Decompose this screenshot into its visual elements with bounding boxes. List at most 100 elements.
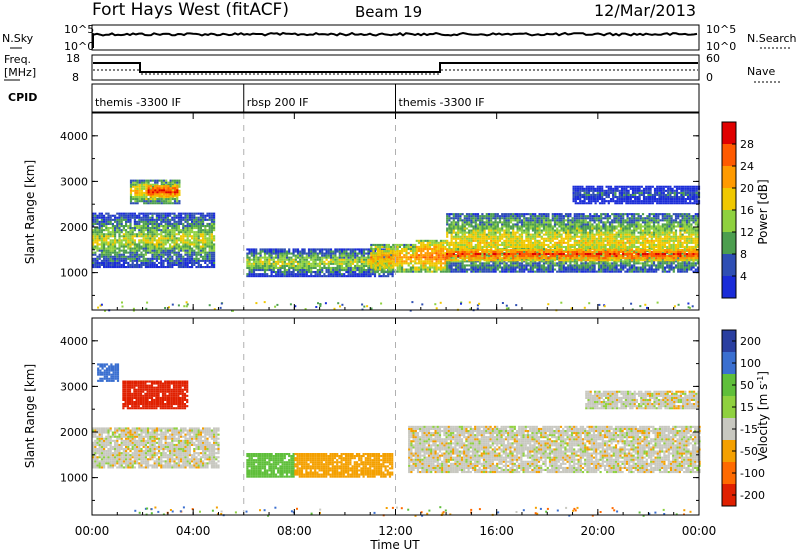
data-cell: [392, 258, 395, 261]
data-cell: [505, 268, 508, 271]
data-cell: [454, 264, 458, 267]
data-cell: [426, 256, 429, 259]
data-cell: [556, 264, 559, 267]
data-cell: [569, 237, 572, 240]
data-cell: [571, 221, 574, 224]
data-cell: [558, 260, 561, 263]
data-cell: [171, 218, 174, 221]
data-cell: [138, 247, 141, 250]
data-cell: [582, 223, 585, 226]
data-cell: [387, 245, 390, 248]
data-cell: [155, 231, 158, 234]
data-cell: [186, 239, 189, 242]
data-cell: [536, 241, 539, 244]
data-cell: [487, 235, 491, 238]
data-cell: [490, 268, 493, 271]
data-cell: [392, 266, 395, 269]
data-cell: [263, 250, 267, 253]
data-cell: [505, 219, 508, 222]
data-cell: [509, 262, 513, 265]
data-cell: [398, 252, 401, 255]
data-cell: [145, 181, 148, 184]
data-cell: [463, 239, 466, 242]
data-cell: [321, 275, 324, 278]
data-cell: [175, 222, 178, 225]
data-cell: [571, 225, 574, 228]
data-cell: [551, 250, 554, 253]
data-cell: [529, 215, 532, 218]
data-cell: [575, 217, 579, 220]
data-cell: [116, 263, 119, 266]
data-cell: [567, 213, 570, 216]
data-cell: [593, 221, 596, 224]
data-cell: [252, 262, 256, 265]
data-cell: [347, 266, 350, 269]
data-cell: [362, 264, 366, 267]
data-cell: [420, 260, 423, 263]
data-cell: [206, 237, 209, 240]
data-cell: [252, 258, 256, 261]
data-cell: [109, 214, 112, 217]
data-cell: [208, 214, 211, 217]
data-cell: [542, 223, 546, 226]
data-cell: [290, 273, 293, 276]
data-cell: [602, 223, 605, 226]
data-cell: [250, 248, 253, 251]
data-cell: [193, 245, 196, 248]
data-cell: [492, 233, 495, 236]
data-cell: [578, 213, 581, 216]
data-cell: [604, 217, 607, 220]
data-cell: [151, 214, 154, 217]
data-cell: [613, 239, 616, 242]
data-cell: [332, 262, 335, 265]
data-cell: [144, 220, 147, 223]
data-cell: [288, 260, 291, 263]
data-cell: [498, 233, 502, 236]
data-cell: [600, 268, 603, 271]
station-title: Fort Hays West (fitACF): [92, 0, 289, 20]
data-cell: [160, 233, 163, 236]
data-cell: [332, 256, 335, 259]
data-cell: [184, 249, 187, 252]
data-cell: [133, 235, 136, 238]
data-cell: [422, 256, 425, 259]
data-cell: [589, 270, 592, 273]
data-cell: [114, 220, 117, 223]
data-cell: [171, 235, 174, 238]
data-cell: [584, 245, 587, 248]
data-cell: [96, 241, 99, 244]
data-cell: [173, 183, 177, 186]
data-cell: [547, 235, 550, 238]
data-cell: [476, 231, 480, 234]
data-cell: [385, 270, 388, 273]
data-cell: [485, 264, 488, 267]
data-cell: [468, 219, 471, 222]
data-cell: [525, 235, 528, 238]
data-cell: [470, 241, 473, 244]
data-cell: [197, 231, 200, 234]
data-cell: [558, 215, 561, 218]
data-cell: [122, 243, 125, 246]
data-cell: [153, 247, 156, 250]
data-cell: [314, 266, 317, 269]
data-cell: [175, 251, 178, 254]
data-cell: [547, 213, 550, 216]
data-cell: [176, 179, 179, 182]
data-cell: [470, 268, 473, 271]
data-cell: [149, 220, 152, 223]
data-cell: [435, 245, 438, 248]
data-cell: [520, 219, 524, 222]
data-cell: [329, 269, 333, 272]
data-cell: [296, 266, 300, 269]
data-cell: [492, 268, 495, 271]
data-cell: [564, 219, 568, 222]
data-cell: [329, 275, 333, 278]
data-cell: [129, 233, 132, 236]
data-cell: [426, 239, 429, 242]
data-cell: [266, 258, 269, 261]
data-cell: [505, 270, 508, 273]
data-cell: [380, 266, 383, 269]
data-cell: [531, 213, 535, 216]
data-cell: [459, 217, 462, 220]
data-cell: [92, 237, 95, 240]
